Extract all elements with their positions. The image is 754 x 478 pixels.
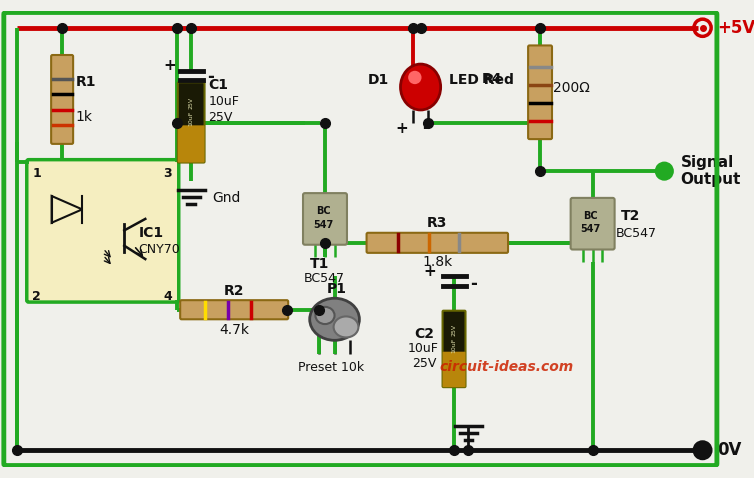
Text: 25V: 25V (188, 97, 194, 109)
Ellipse shape (333, 316, 358, 337)
Ellipse shape (408, 71, 421, 84)
Text: 200Ω: 200Ω (553, 81, 590, 95)
Text: T1: T1 (310, 257, 329, 271)
Text: 10uF: 10uF (452, 337, 456, 353)
FancyBboxPatch shape (26, 160, 179, 302)
Text: R4: R4 (481, 72, 502, 86)
Text: circuit-ideas.com: circuit-ideas.com (440, 360, 574, 374)
Text: 10uF: 10uF (188, 111, 194, 126)
Text: +: + (424, 264, 437, 279)
Text: 4.7k: 4.7k (219, 323, 249, 337)
Text: 25V: 25V (452, 324, 456, 337)
Text: -: - (422, 119, 429, 137)
Circle shape (654, 162, 674, 181)
Text: -: - (470, 275, 477, 293)
Text: BC: BC (316, 206, 330, 216)
FancyBboxPatch shape (571, 198, 615, 250)
Text: 547: 547 (581, 225, 601, 234)
Text: 2: 2 (32, 290, 41, 303)
Text: R3: R3 (427, 217, 447, 230)
Text: 4: 4 (164, 290, 172, 303)
Text: 1k: 1k (75, 109, 93, 124)
Text: Preset 10k: Preset 10k (298, 360, 363, 374)
Ellipse shape (310, 298, 360, 340)
Text: 1: 1 (32, 166, 41, 180)
FancyBboxPatch shape (178, 125, 204, 163)
Text: 547: 547 (313, 220, 333, 229)
Text: +: + (395, 120, 408, 136)
FancyBboxPatch shape (528, 45, 552, 139)
FancyBboxPatch shape (366, 233, 508, 253)
FancyBboxPatch shape (443, 311, 465, 387)
Text: 10uF: 10uF (208, 95, 239, 108)
Text: D1: D1 (368, 73, 389, 87)
Text: R1: R1 (75, 75, 96, 89)
FancyBboxPatch shape (51, 55, 73, 144)
Text: 25V: 25V (412, 358, 437, 370)
Text: 3: 3 (164, 166, 172, 180)
Text: IC1: IC1 (139, 226, 164, 240)
Text: +5V: +5V (717, 19, 754, 37)
Ellipse shape (315, 307, 335, 324)
FancyBboxPatch shape (180, 300, 288, 319)
Circle shape (694, 442, 711, 459)
Text: 0V: 0V (717, 441, 741, 459)
Text: 25V: 25V (208, 111, 233, 124)
Text: P1: P1 (326, 282, 346, 296)
FancyBboxPatch shape (303, 193, 347, 245)
Text: C2: C2 (414, 327, 434, 341)
Text: BC547: BC547 (304, 272, 345, 285)
FancyBboxPatch shape (443, 352, 465, 387)
Text: BC547: BC547 (615, 227, 657, 240)
Text: BC: BC (584, 211, 598, 221)
Text: CNY70: CNY70 (139, 243, 180, 256)
Text: Signal
Output: Signal Output (681, 155, 741, 187)
Text: T2: T2 (621, 209, 641, 223)
Text: R2: R2 (224, 284, 244, 298)
Text: C1: C1 (208, 78, 228, 92)
Text: +: + (164, 58, 176, 74)
Text: LED Red: LED Red (449, 73, 514, 87)
FancyBboxPatch shape (178, 82, 204, 163)
Text: 1.8k: 1.8k (422, 255, 452, 269)
Text: 10uF: 10uF (408, 342, 439, 356)
Text: Gnd: Gnd (212, 191, 241, 205)
Ellipse shape (400, 64, 440, 110)
Text: -: - (207, 68, 213, 87)
